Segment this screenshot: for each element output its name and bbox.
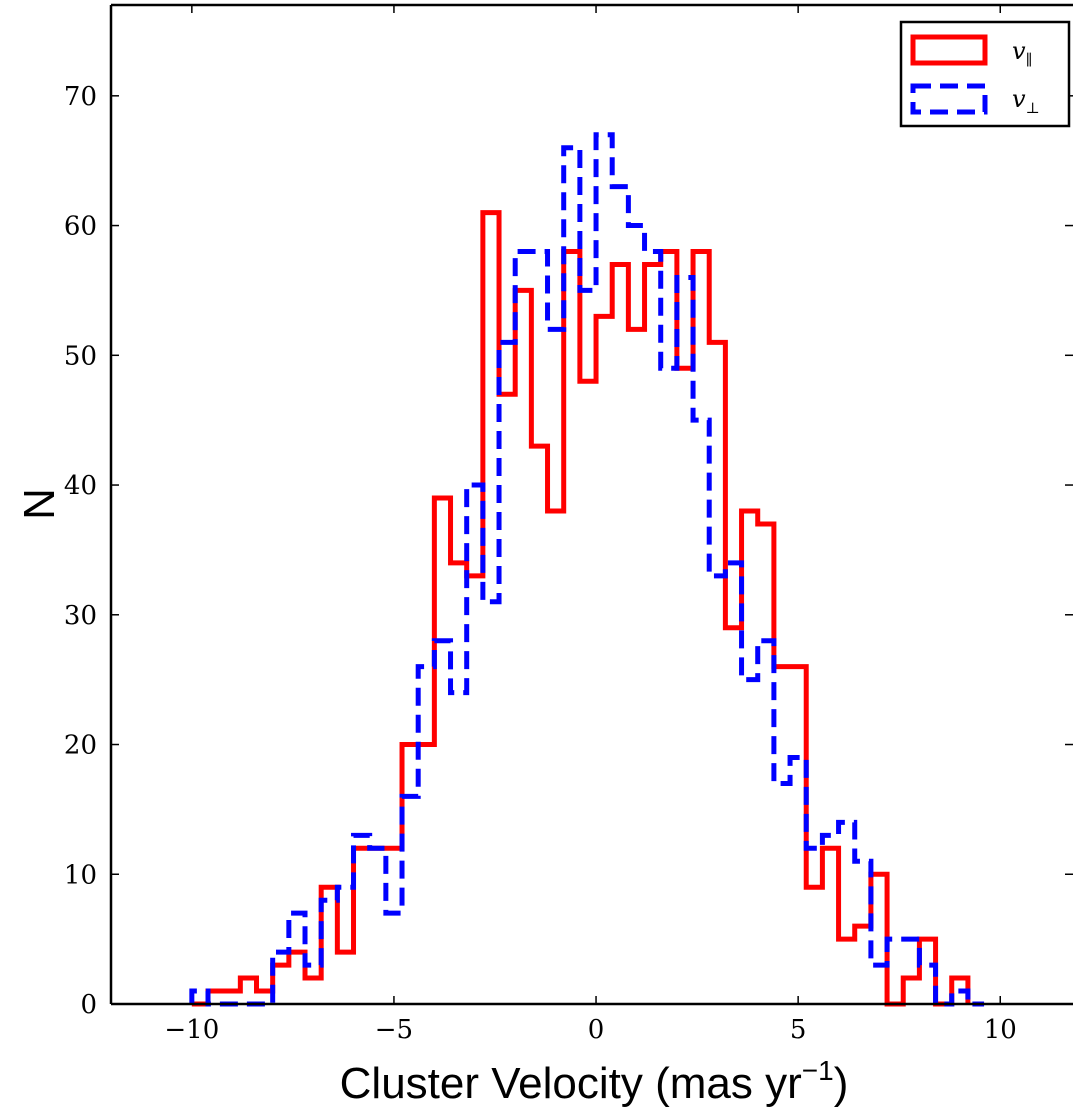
y-axis-title: N (15, 488, 64, 520)
y-tick-label: 30 (64, 601, 97, 631)
x-axis-title: Cluster Velocity (mas yr−1) (340, 1055, 849, 1108)
y-tick-label: 10 (64, 860, 97, 890)
x-tick-label: −10 (164, 1015, 219, 1045)
y-tick-label: 0 (80, 990, 97, 1020)
legend-label-parallel: v∥ (1012, 37, 1033, 69)
x-tick-label: −5 (375, 1015, 413, 1045)
legend: v∥ v⊥ (899, 20, 1071, 128)
legend-swatch-perp (910, 83, 988, 115)
plot-area (111, 5, 1073, 1004)
y-tick-label: 20 (64, 731, 97, 761)
x-axis-ticks: −10 −5 0 5 10 (164, 5, 1017, 1045)
series-parallel-step-line (191, 210, 971, 1007)
legend-label-perp: v⊥ (1012, 85, 1040, 117)
y-tick-label: 50 (64, 341, 97, 371)
x-tick-label: 10 (984, 1015, 1017, 1045)
y-tick-label: 70 (64, 82, 97, 112)
y-tick-label: 40 (64, 471, 97, 501)
x-tick-label: 0 (588, 1015, 605, 1045)
legend-swatch-parallel (910, 34, 988, 66)
y-tick-label: 60 (64, 212, 97, 242)
histogram-series (189, 132, 985, 1007)
series-perp-step-line (189, 132, 985, 1007)
x-tick-label: 5 (790, 1015, 807, 1045)
